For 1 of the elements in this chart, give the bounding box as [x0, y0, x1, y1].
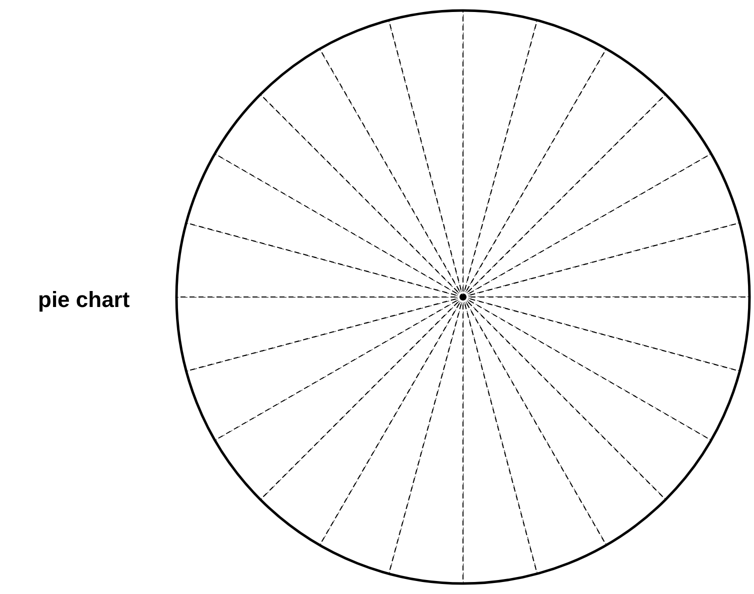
text: pie chart	[38, 287, 130, 313]
